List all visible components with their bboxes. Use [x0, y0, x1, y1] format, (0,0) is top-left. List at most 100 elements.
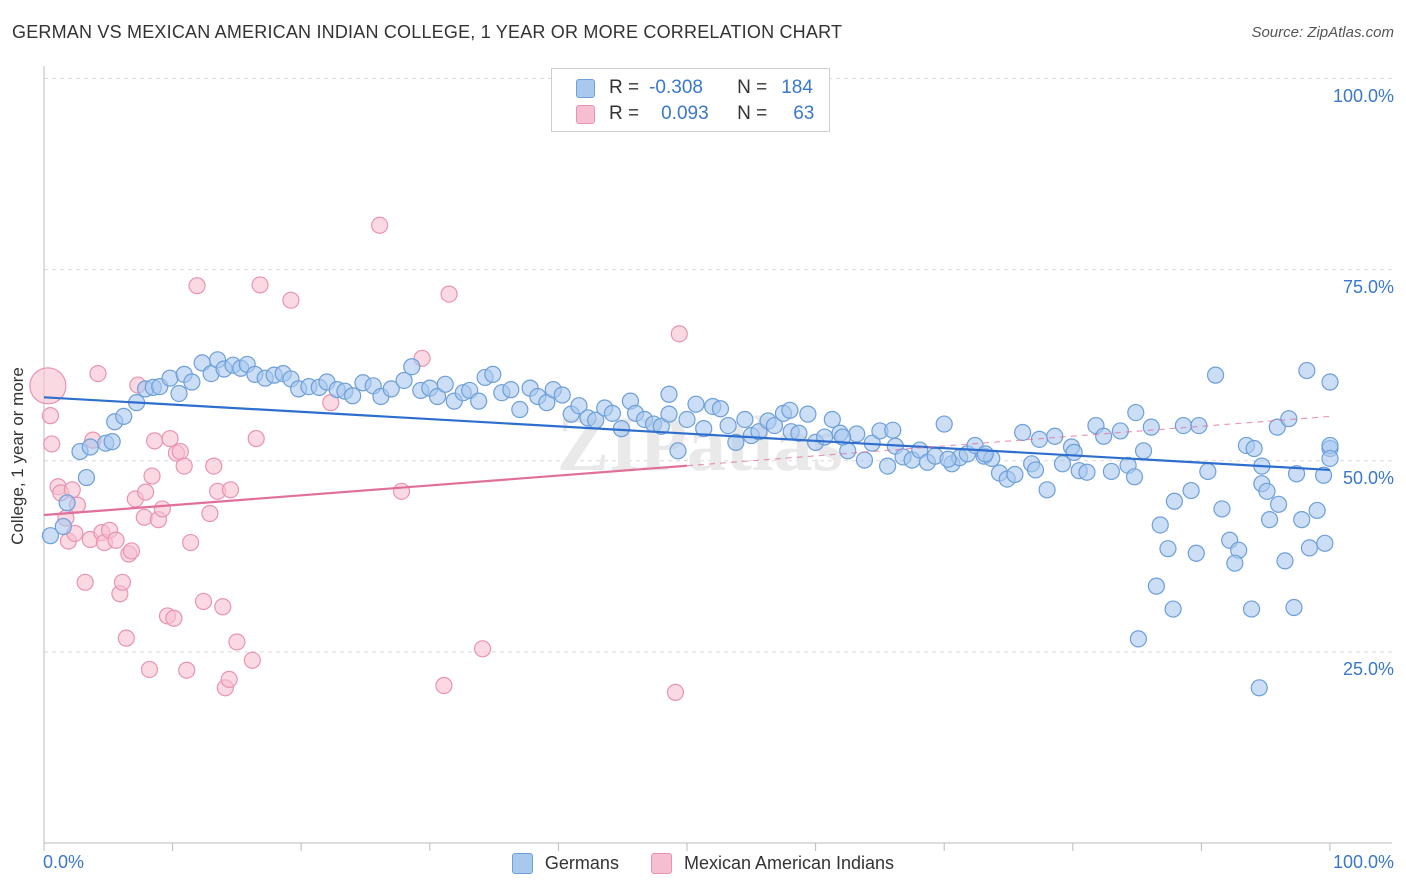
german-point — [1206, 366, 1225, 384]
mexican-point — [161, 429, 179, 448]
german-point — [1268, 418, 1286, 436]
german-point — [1213, 500, 1231, 518]
german-point — [1164, 600, 1182, 618]
german-point — [1287, 465, 1306, 483]
axes — [43, 66, 1392, 851]
german-point — [736, 410, 754, 429]
german-point — [1151, 516, 1169, 534]
german-point — [652, 417, 670, 435]
german-point — [484, 365, 502, 383]
mexican-point — [392, 482, 411, 500]
mexican-point — [153, 500, 171, 518]
german-point — [765, 416, 784, 435]
german-point — [879, 457, 897, 475]
german-point — [1293, 511, 1311, 529]
german-point — [935, 415, 953, 433]
german-point — [170, 384, 188, 403]
german-point — [395, 371, 413, 390]
german-point — [678, 410, 696, 429]
legend-row-mexican: R = 0.093 N = 63 — [576, 102, 814, 126]
mexican-point — [165, 609, 183, 627]
german-point — [54, 517, 72, 536]
german-point — [1038, 481, 1056, 499]
german-point — [660, 385, 678, 403]
german-point — [1316, 534, 1334, 552]
german-point — [1125, 468, 1144, 486]
german-point — [1078, 463, 1096, 481]
mexican-swatch — [576, 104, 595, 124]
german-point — [1030, 430, 1048, 448]
german-point — [183, 373, 201, 391]
mexican-point — [670, 325, 688, 343]
y-axis-label: College, 1 year or more — [8, 367, 27, 545]
german-point — [77, 468, 96, 487]
german-point — [1127, 403, 1145, 422]
mexican-point — [145, 432, 164, 450]
german-point — [553, 386, 571, 404]
german-point — [1182, 481, 1200, 500]
mexican-point — [435, 676, 453, 695]
mexican-point — [666, 683, 685, 701]
mexican-trend-extension — [686, 415, 1331, 467]
german-point — [511, 400, 529, 419]
mexican-point — [220, 670, 238, 688]
mexican-point — [136, 483, 155, 501]
german-point — [41, 527, 60, 545]
german-point — [799, 405, 817, 423]
german-point — [1321, 373, 1339, 391]
german-point — [1242, 600, 1261, 618]
german-point — [1142, 418, 1160, 436]
german-point — [669, 442, 687, 460]
mexican-point — [143, 467, 161, 485]
german-point — [1300, 539, 1319, 557]
legend-item-germans[interactable]: Germans — [511, 853, 619, 874]
x-tick-min: 0.0% — [43, 852, 85, 872]
mexican-n-value: 63 — [793, 103, 815, 124]
mexican-point — [113, 573, 132, 591]
german-point — [660, 405, 678, 423]
german-point — [58, 494, 76, 512]
german-point — [719, 416, 737, 435]
german-point — [1046, 427, 1064, 445]
legend-row-german: R = -0.308 N = 184 — [576, 76, 813, 100]
mexican-point — [440, 285, 458, 303]
series-legend: Germans Mexican American Indians — [0, 853, 1406, 874]
germans-label: Germans — [544, 853, 619, 873]
trend-lines — [43, 396, 1331, 517]
german-point — [1321, 449, 1339, 468]
german-point — [344, 387, 362, 405]
german-point — [81, 438, 99, 456]
german-point — [1226, 554, 1244, 572]
german-point — [1269, 495, 1288, 513]
german-point — [976, 445, 994, 463]
german-point — [1285, 598, 1303, 617]
mexican-point — [243, 651, 261, 669]
mexican-point — [221, 481, 240, 499]
y-tick-100: 100.0% — [1332, 86, 1394, 106]
german-point — [1095, 427, 1113, 445]
mexican-point — [135, 508, 153, 526]
mexican-point — [117, 629, 135, 647]
german-point — [1250, 679, 1268, 697]
german-point — [103, 433, 121, 451]
german-points — [41, 351, 1339, 697]
german-point — [711, 400, 730, 418]
german-point — [436, 375, 454, 393]
german-point — [695, 420, 713, 438]
mexican-point — [107, 531, 125, 549]
legend-item-mexican[interactable]: Mexican American Indians — [650, 853, 894, 874]
mexican-point — [247, 429, 265, 448]
german-point — [115, 407, 133, 426]
german-point — [570, 397, 588, 415]
source-label: Source: ZipAtlas.com — [1251, 24, 1394, 41]
german-point — [428, 387, 447, 406]
german-point — [1308, 501, 1326, 520]
mexican-legend-swatch — [650, 853, 672, 874]
german-point — [1147, 577, 1165, 595]
mexican-points — [29, 216, 688, 701]
mexican-point — [201, 504, 219, 523]
german-point — [1298, 361, 1316, 380]
mexican-trend-line — [43, 464, 688, 517]
german-point — [1165, 492, 1183, 510]
